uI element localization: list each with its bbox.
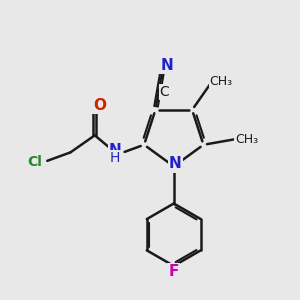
- Text: CH₃: CH₃: [210, 75, 233, 88]
- Text: N: N: [169, 157, 182, 172]
- Text: N: N: [160, 58, 173, 73]
- Text: C: C: [160, 85, 170, 99]
- Text: N: N: [109, 143, 122, 158]
- Text: H: H: [110, 151, 120, 165]
- Text: O: O: [94, 98, 106, 113]
- Text: CH₃: CH₃: [236, 133, 259, 146]
- Text: Cl: Cl: [27, 154, 42, 169]
- Text: F: F: [169, 264, 179, 279]
